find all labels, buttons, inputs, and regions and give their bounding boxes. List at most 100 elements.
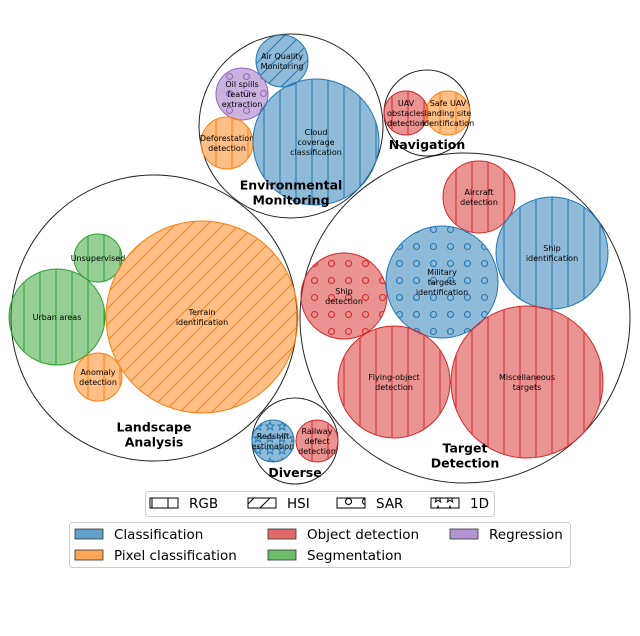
bubble-label-line: detection bbox=[208, 144, 246, 153]
group-label-line: Analysis bbox=[125, 434, 184, 449]
color-swatch bbox=[267, 528, 297, 540]
bubble-label: Miscellaneous targets bbox=[499, 373, 555, 392]
bubble-label-line: targets bbox=[428, 278, 457, 287]
group-label-line: Navigation bbox=[389, 137, 465, 152]
group-label: Environmental Monitoring bbox=[240, 177, 343, 207]
bubble-label: Anomaly detection bbox=[79, 368, 117, 387]
bubble-hatch bbox=[253, 79, 379, 205]
bubble-hatch bbox=[443, 161, 515, 233]
bubble-label-line: feature bbox=[228, 90, 257, 99]
bubble-label: UAV obstacles detection bbox=[387, 99, 425, 128]
color-swatch bbox=[267, 549, 297, 561]
bubble-label-line: detection bbox=[375, 383, 413, 392]
bubble-hatch bbox=[338, 326, 450, 438]
bubble-label-line: obstacles bbox=[387, 109, 425, 118]
group-label: Landscape Analysis bbox=[117, 419, 192, 449]
bubble-urban-areas: Urban areas bbox=[8, 268, 106, 366]
bubble-unsupervised: Unsupervised bbox=[71, 233, 126, 283]
legend-label: SAR bbox=[376, 496, 403, 512]
bubble-label-line: detection bbox=[298, 447, 336, 456]
group-circle bbox=[299, 152, 631, 484]
bubble-label-line: Military bbox=[427, 268, 457, 277]
bubble-label-line: Flying-object bbox=[368, 373, 420, 382]
bubble-label-line: Cloud bbox=[305, 128, 328, 137]
group-label: Navigation bbox=[389, 137, 465, 152]
bubble-hatch bbox=[296, 420, 338, 462]
bubble-label-line: Safe UAV bbox=[430, 99, 467, 108]
bubble-label: Redshift estimation bbox=[252, 432, 294, 451]
legend-item-sar: SAR bbox=[336, 496, 403, 512]
bubble-hatch bbox=[252, 420, 294, 462]
bubble-anomaly-detection: Anomaly detection bbox=[73, 352, 123, 402]
legend-label: Segmentation bbox=[307, 548, 402, 564]
bubble-label-line: Anomaly bbox=[80, 368, 115, 377]
group-landscape-analysis: Unsupervised Urban areas Anomaly detection T… bbox=[8, 174, 299, 462]
color-swatch bbox=[74, 528, 104, 540]
bubble-label-line: extraction bbox=[222, 100, 263, 109]
bubble-label-line: Air Quality bbox=[261, 52, 303, 61]
bubble-label-line: detection bbox=[325, 297, 363, 306]
bubble-hatch bbox=[106, 221, 298, 413]
bubble-label: Railway defect detection bbox=[298, 427, 336, 456]
bubble-hatch bbox=[201, 117, 253, 169]
group-label: Target Detection bbox=[431, 440, 499, 470]
group-label-line: Diverse bbox=[268, 465, 321, 480]
legend-item-1d: 1D bbox=[430, 496, 489, 512]
bubble-label-line: Ship bbox=[543, 244, 560, 253]
legend-label: Pixel classification bbox=[114, 548, 237, 564]
color-swatch bbox=[74, 549, 104, 561]
group-label-line: Monitoring bbox=[252, 192, 329, 207]
group-label-line: Landscape bbox=[117, 419, 192, 434]
bubble-label-line: identification bbox=[422, 119, 474, 128]
category-legend: Classification Pixel classification Object… bbox=[69, 522, 571, 568]
group-label-line: Detection bbox=[431, 455, 499, 470]
bubble-label-line: Oil spills bbox=[225, 80, 258, 89]
bubble-label-line: Railway bbox=[302, 427, 333, 436]
legend-item-classification: Classification bbox=[74, 527, 203, 543]
bubble-label-line: landing site bbox=[425, 109, 472, 118]
bubble-label-line: classification bbox=[290, 148, 342, 157]
legend-label: Regression bbox=[489, 527, 563, 543]
bubble-hatch bbox=[74, 234, 122, 282]
bubble-label-line: Miscellaneous bbox=[499, 373, 555, 382]
bubble-hatch bbox=[256, 35, 308, 87]
bubble-label-line: identification bbox=[176, 318, 228, 327]
group-environmental-monitoring: Air Quality Monitoring Oil spills feature ex… bbox=[198, 33, 384, 219]
legend-item-pixel-classification: Pixel classification bbox=[74, 548, 237, 564]
legend-item-segmentation: Segmentation bbox=[267, 548, 402, 564]
legend-item-rgb: RGB bbox=[149, 496, 218, 512]
legend-item-object-detection: Object detection bbox=[267, 527, 419, 543]
bubble-label-line: coverage bbox=[297, 138, 334, 147]
bubble-label: Unsupervised bbox=[71, 254, 126, 263]
bubble-label-line: Redshift bbox=[257, 432, 289, 441]
bubble-hatch bbox=[386, 226, 498, 338]
bubble-label-line: Unsupervised bbox=[71, 254, 126, 263]
bubble-label: Ship detection bbox=[325, 287, 363, 306]
bubble-label: Urban areas bbox=[33, 313, 82, 322]
bubble-label-line: Deforestation bbox=[200, 134, 254, 143]
legend-label: HSI bbox=[287, 496, 310, 512]
group-label-line: Target bbox=[443, 440, 488, 455]
bubble-oil-spills-feature-extraction: Oil spills feature extraction bbox=[215, 67, 269, 121]
bubble-miscellaneous-targets: Miscellaneous targets bbox=[450, 305, 604, 459]
pattern-swatch bbox=[247, 497, 277, 509]
modality-legend-frame bbox=[145, 491, 495, 517]
legend-item-regression: Regression bbox=[449, 527, 563, 543]
bubble-hatch bbox=[74, 353, 122, 401]
bubble-hatch bbox=[384, 91, 428, 135]
legend-label: RGB bbox=[189, 496, 218, 512]
legend-item-hsi: HSI bbox=[247, 496, 310, 512]
bubble-label: Flying-object detection bbox=[368, 373, 420, 392]
bubble-label: Military targets identification bbox=[416, 268, 468, 297]
bubble-redshift-estimation: Redshift estimation bbox=[251, 419, 295, 463]
bubble-label: Safe UAV landing site identification bbox=[422, 99, 474, 128]
group-label-line: Environmental bbox=[240, 177, 343, 192]
group-label: Diverse bbox=[268, 465, 321, 480]
bubble-label: Aircraft detection bbox=[460, 188, 498, 207]
bubble-hatch bbox=[301, 253, 387, 339]
bubble-label: Terrain identification bbox=[176, 308, 228, 327]
